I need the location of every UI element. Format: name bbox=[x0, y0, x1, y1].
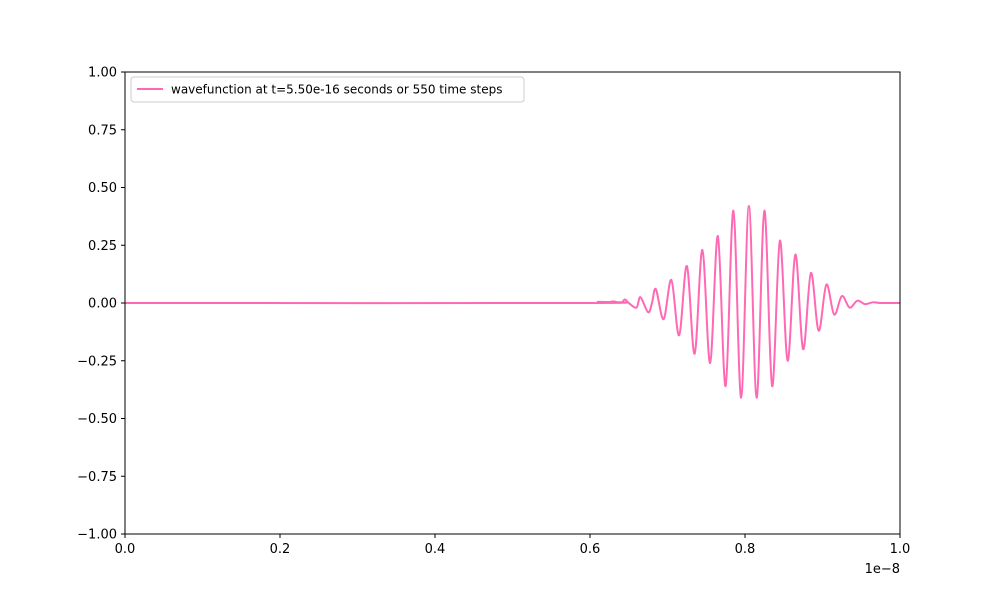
y-tick-label: 0.50 bbox=[88, 181, 117, 196]
legend-box bbox=[130, 76, 525, 103]
legend: wavefunction at t=5.50e-16 seconds or 55… bbox=[130, 76, 525, 103]
y-tick-label: 1.00 bbox=[88, 66, 117, 81]
legend-entry: wavefunction at t=5.50e-16 seconds or 55… bbox=[171, 83, 502, 97]
series-line-0 bbox=[124, 204, 901, 399]
y-tick-label: 0.00 bbox=[88, 297, 117, 312]
y-tick-label: −1.00 bbox=[77, 528, 117, 543]
x-tick-label: 0.4 bbox=[425, 542, 446, 557]
y-tick-label: −0.25 bbox=[77, 354, 117, 369]
x-tick-label: 0.2 bbox=[270, 542, 291, 557]
x-tick-label: 0.0 bbox=[115, 542, 136, 557]
x-tick-label: 0.6 bbox=[580, 542, 601, 557]
y-tick-label: 0.25 bbox=[88, 239, 117, 254]
x-tick-label: 0.8 bbox=[735, 542, 756, 557]
y-tick-label: 0.75 bbox=[88, 123, 117, 138]
x-axis: 0.0 0.2 0.4 0.6 0.8 1.0 bbox=[115, 534, 911, 557]
y-tick-label: −0.75 bbox=[77, 470, 117, 485]
series-layer bbox=[124, 204, 901, 399]
y-axis: −1.00 −0.75 −0.50 −0.25 0.00 0.25 0.50 0.75 1.00 bbox=[77, 66, 125, 543]
y-tick-label: −0.50 bbox=[77, 412, 117, 427]
x-tick-label: 1.0 bbox=[890, 542, 911, 557]
x-offset-label: 1e−8 bbox=[865, 562, 900, 577]
